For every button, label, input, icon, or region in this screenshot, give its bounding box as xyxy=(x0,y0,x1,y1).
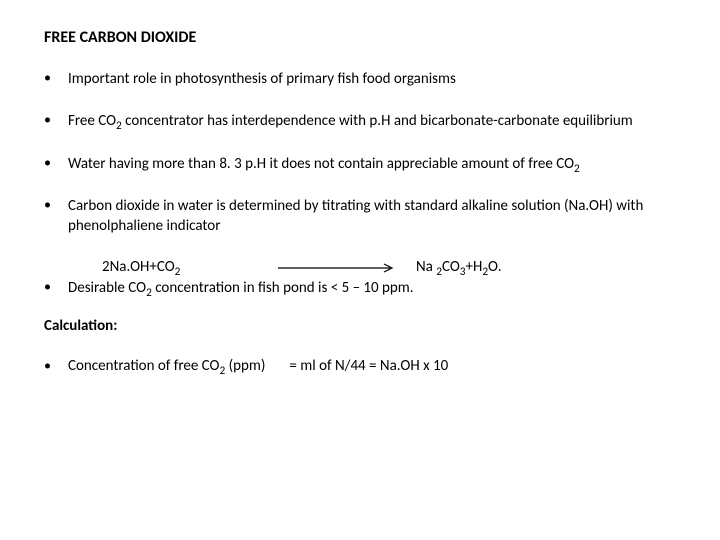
equation-right: Na 2CO3+H2O. xyxy=(416,258,502,276)
subscript: 2 xyxy=(574,162,580,176)
bullet-marker: • xyxy=(44,357,68,374)
bullet-item-5: • Desirable CO2 concentration in fish po… xyxy=(44,278,680,298)
bullet-item-1: • Important role in photosynthesis of pr… xyxy=(44,69,680,89)
bullet-item-3: • Water having more than 8. 3 p.H it doe… xyxy=(44,154,680,174)
slide-content: FREE CARBON DIOXIDE • Important role in … xyxy=(0,0,720,403)
calculation-row: • Concentration of free CO2 (ppm) = ml o… xyxy=(44,357,680,375)
text-frag: Concentration of free CO xyxy=(68,357,219,375)
text-frag: concentration in fish pond is < 5 – 10 p… xyxy=(152,279,414,297)
text-frag: Water having more than 8. 3 p.H it does … xyxy=(68,155,574,173)
text-frag: Desirable CO xyxy=(68,279,146,297)
bullet-text: Important role in photosynthesis of prim… xyxy=(68,69,680,89)
equation-row: 2Na.OH+CO2 Na 2CO3+H2O. xyxy=(102,258,680,276)
text-frag: concentrator has interdependence with p.… xyxy=(122,112,633,130)
bullet-item-2: • Free CO2 concentrator has interdepende… xyxy=(44,111,680,131)
bullet-list: • Important role in photosynthesis of pr… xyxy=(44,69,680,236)
text-frag: +H xyxy=(465,258,482,276)
calculation-heading: Calculation: xyxy=(44,317,680,335)
bullet-text: Water having more than 8. 3 p.H it does … xyxy=(68,154,680,174)
equation-left: 2Na.OH+CO2 xyxy=(102,258,222,276)
bullet-list-2: • Desirable CO2 concentration in fish po… xyxy=(44,278,680,298)
page-title: FREE CARBON DIOXIDE xyxy=(44,28,680,47)
text-frag: CO xyxy=(442,258,460,276)
arrow-icon xyxy=(278,258,398,276)
calc-label: Concentration of free CO2 (ppm) xyxy=(68,357,265,375)
bullet-marker: • xyxy=(44,69,68,88)
text-frag: (ppm) xyxy=(225,357,265,375)
calc-value: = ml of N/44 = Na.OH x 10 xyxy=(289,357,448,375)
text-frag: Na xyxy=(416,258,436,276)
bullet-item-4: • Carbon dioxide in water is determined … xyxy=(44,196,680,237)
text-frag: Free CO xyxy=(68,112,116,130)
bullet-marker: • xyxy=(44,278,68,297)
bullet-marker: • xyxy=(44,154,68,173)
bullet-text: Desirable CO2 concentration in fish pond… xyxy=(68,278,680,298)
bullet-text: Free CO2 concentrator has interdependenc… xyxy=(68,111,680,131)
text-frag: 2Na.OH+CO xyxy=(102,258,175,276)
bullet-text: Carbon dioxide in water is determined by… xyxy=(68,196,680,237)
subscript: 2 xyxy=(175,265,181,279)
bullet-marker: • xyxy=(44,111,68,130)
bullet-marker: • xyxy=(44,196,68,215)
text-frag: O. xyxy=(488,258,502,276)
